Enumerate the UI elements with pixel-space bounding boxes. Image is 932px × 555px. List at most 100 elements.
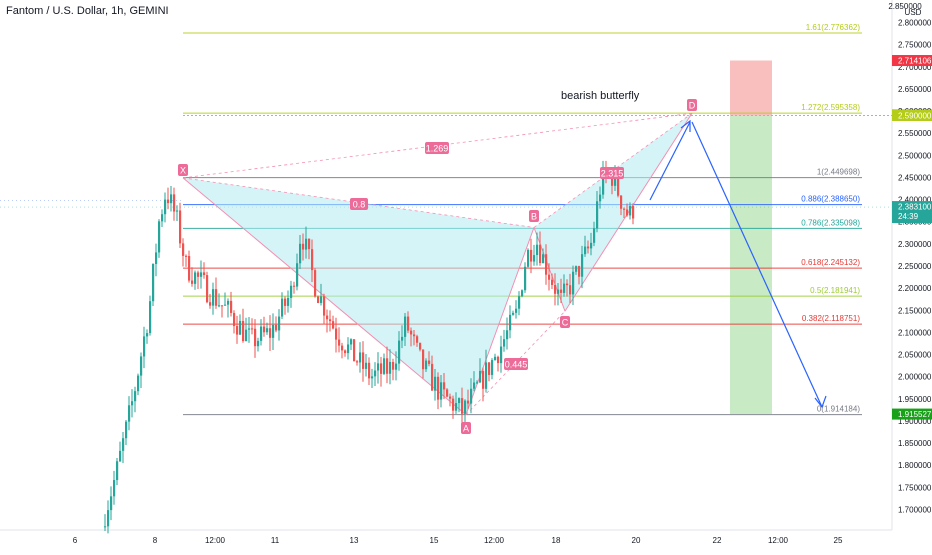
candle-body [170,194,173,204]
candle-body [632,206,635,219]
pattern-point-label: C [562,318,569,328]
x-tick-label: 12:00 [484,536,505,545]
candle-body [206,275,209,303]
pattern-name: bearish butterfly [561,90,640,102]
price-badge-label: 2.383100 [898,203,932,212]
price-badge [892,55,932,67]
candle-body [119,450,122,462]
candle-body [617,173,620,196]
candle-body [581,254,584,277]
fib-level-label: 1.61(2.776362) [806,23,861,32]
x-tick-label: 8 [153,536,158,545]
candle-body [293,285,296,287]
y-tick-label: 2.650000 [898,85,932,94]
candle-body [419,342,422,350]
candle-body [440,382,443,400]
fib-level-label: 0.382(2.118751) [802,314,860,323]
candle-body [383,358,386,374]
y-tick-label: 2.400000 [898,196,932,205]
candle-body [242,320,245,341]
candle-body [626,209,629,216]
candle-body [506,330,509,340]
candle-body [452,398,455,411]
bcd-triangle [534,113,692,312]
candle-body [236,326,239,335]
candle-body [239,320,242,335]
candle-body [425,360,428,370]
xab-triangle [183,177,534,415]
x-tick-label: 13 [350,536,359,545]
candle-body [536,244,539,256]
candle-body [527,249,530,267]
candle-body [404,316,407,337]
candle-body [125,421,128,439]
candle-body [182,243,185,256]
candle-body [623,208,626,210]
ratio-tag [600,167,624,179]
x-tick-label: 11 [271,536,280,545]
candle-body [326,315,329,320]
x-tick-label: 12:00 [205,536,226,545]
candle-body [314,270,317,297]
candle-body [146,333,149,337]
candle-body [488,362,491,375]
pattern-point-label: D [689,101,696,111]
candle-body [329,319,332,322]
candle-body [377,363,380,371]
fib-level-label: 0.786(2.335098) [801,218,860,227]
candle-body [365,362,368,369]
candle-body [254,328,257,347]
candle-body [347,344,350,354]
down-projection-arrow [691,121,823,408]
candle-body [386,358,389,374]
arrow-head [680,119,691,132]
candle-body [323,296,326,316]
candle-body [599,194,602,202]
candle-body [512,312,515,315]
candle-body [278,316,281,331]
candle-body [449,396,452,399]
candle-body [395,363,398,370]
candle-body [275,324,278,331]
candle-body [191,280,194,284]
candle-body [413,334,416,337]
candle-body [266,328,269,333]
candle-body [257,340,260,347]
candle-body [248,328,251,330]
y-tick-label: 2.800000 [898,19,932,28]
candle-body [428,360,431,364]
candle-body [317,296,320,303]
price-badge [892,201,932,224]
candle-body [590,242,593,249]
ratio-tag [425,142,449,154]
candle-body [431,363,434,391]
candle-body [263,326,266,333]
candle-body [122,438,125,451]
candle-body [344,350,347,354]
candle-body [167,199,170,204]
pattern-point-tag [461,422,471,434]
candle-body [410,330,413,335]
candle-body [479,370,482,383]
candle-body [158,221,161,253]
pattern-point-label: A [463,424,469,434]
candle-body [611,172,614,186]
candle-body [389,361,392,374]
candle-body [296,263,299,287]
candle-body [593,228,596,243]
candle-body [200,272,203,277]
candle-body [302,243,305,250]
candle-body [290,285,293,298]
ratio-tag [350,198,368,210]
candle-body [338,339,341,346]
candle-body [107,510,110,527]
candle-body [332,321,335,329]
y-tick-label: 1.900000 [898,417,932,426]
candle-body [215,289,218,306]
candle-body [443,382,446,390]
candle-body [320,296,323,303]
candle-body [311,249,314,271]
candle-body [362,352,365,369]
price-badge-countdown: 24:39 [898,212,919,221]
